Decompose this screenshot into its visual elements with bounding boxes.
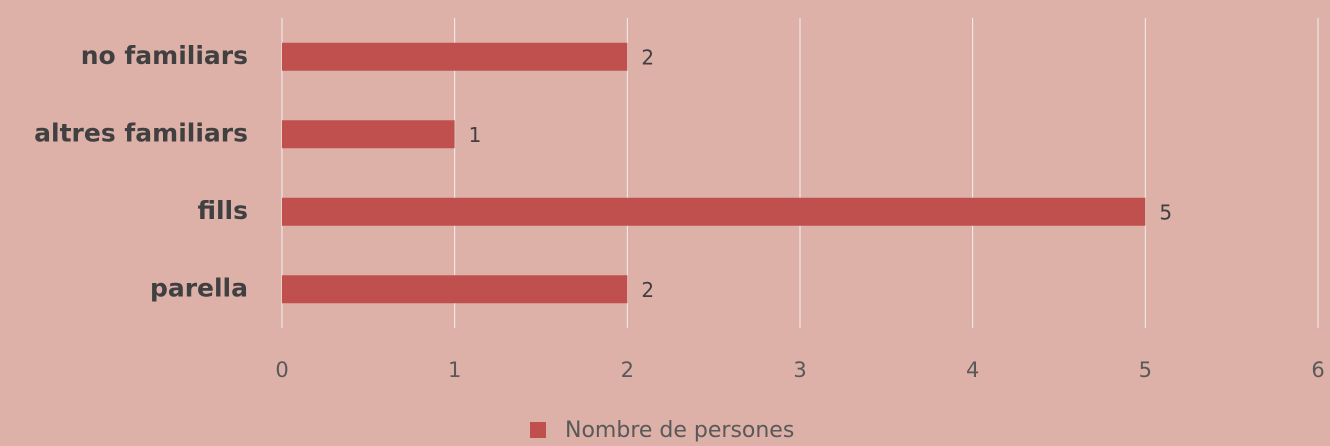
y-tick-label: no familiars: [81, 41, 248, 70]
value-label: 2: [641, 278, 654, 302]
x-tick-label: 1: [448, 358, 461, 382]
x-tick-label: 0: [275, 358, 288, 382]
value-label: 5: [1159, 200, 1172, 224]
x-tick-label: 6: [1311, 358, 1324, 382]
value-label: 2: [641, 45, 654, 69]
x-tick-label: 5: [1139, 358, 1152, 382]
legend-swatch: [530, 422, 546, 438]
y-tick-label: fills: [197, 196, 248, 225]
y-tick-label: parella: [150, 273, 248, 302]
bar: [282, 120, 455, 149]
bar: [282, 275, 628, 304]
x-tick-label: 2: [621, 358, 634, 382]
x-tick-label: 4: [966, 358, 979, 382]
legend-label: Nombre de persones: [565, 418, 794, 443]
bar: [282, 42, 628, 71]
value-label: 1: [469, 123, 482, 147]
x-tick-label: 3: [793, 358, 806, 382]
y-tick-label: altres familiars: [34, 118, 248, 147]
bar: [282, 197, 1146, 226]
